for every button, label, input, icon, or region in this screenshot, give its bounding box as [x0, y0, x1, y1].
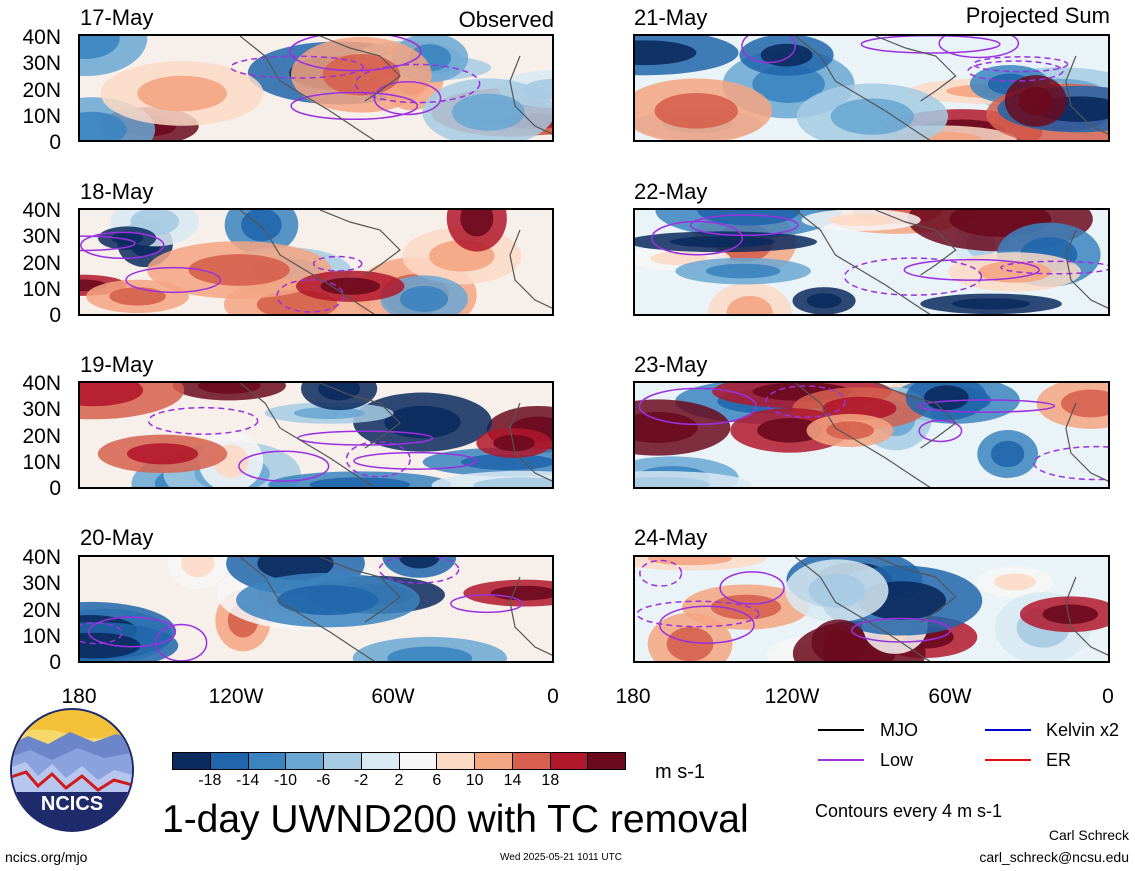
map-area: [78, 208, 554, 316]
footer-email[interactable]: carl_schreck@ncsu.edu: [979, 849, 1129, 865]
map-field: [80, 557, 552, 661]
panel-date: 18-May: [80, 179, 154, 204]
colorbar-cell: [324, 753, 362, 769]
lat-tick: 30N: [22, 52, 61, 75]
colorbar-cell: [173, 753, 211, 769]
lon-tick: 0: [547, 685, 559, 708]
map-field: [635, 383, 1108, 487]
panel-date: 22-May: [634, 179, 708, 204]
map-area: [78, 555, 554, 663]
lat-tick: 10N: [22, 278, 61, 301]
map-field: [635, 36, 1108, 140]
legend-line-er: [985, 759, 1031, 761]
observed-label: Observed: [458, 7, 554, 32]
legend-label-mjo: MJO: [880, 720, 918, 740]
lat-tick: 30N: [22, 572, 61, 595]
lon-tick: 180: [615, 685, 651, 708]
map-area: [78, 381, 554, 489]
map-area: [633, 34, 1110, 142]
footer-url[interactable]: ncics.org/mjo: [5, 849, 88, 865]
colorbar-tick: 6: [432, 772, 442, 789]
panel-date: 23-May: [634, 352, 708, 377]
legend-label-low: Low: [880, 750, 914, 770]
colorbar-cell: [210, 753, 249, 769]
panel-date: 20-May: [80, 525, 154, 550]
panel-date: 19-May: [80, 352, 154, 377]
map-area: [633, 208, 1110, 316]
legend-line-kelvin: [985, 729, 1031, 731]
map-field: [80, 36, 552, 140]
colorbar-tick: -2: [354, 772, 369, 789]
map-field: [635, 210, 1108, 314]
contour-note: Contours every 4 m s-1: [815, 801, 1003, 821]
colorbar-tick: -14: [236, 772, 260, 789]
lat-tick: 40N: [22, 372, 61, 395]
lat-tick: 10N: [22, 625, 61, 648]
colorbar-tick: 18: [541, 772, 560, 789]
colorbar-cell: [512, 753, 551, 769]
lon-tick: 120W: [208, 685, 264, 708]
map-area: [633, 555, 1110, 663]
map-field: [80, 383, 552, 487]
lat-tick: 40N: [22, 546, 61, 569]
lat-tick: 10N: [22, 451, 61, 474]
lon-tick: 180: [61, 685, 97, 708]
colorbar-tick: 2: [394, 772, 404, 789]
lat-tick: 40N: [22, 199, 61, 222]
lat-tick: 30N: [22, 398, 61, 421]
lat-tick: 0: [49, 477, 61, 500]
legend-label-kelvin: Kelvin x2: [1046, 720, 1120, 740]
footer-timestamp: Wed 2025-05-21 1011 UTC: [500, 852, 622, 863]
lat-tick: 20N: [22, 252, 61, 275]
lat-tick: 20N: [22, 599, 61, 622]
lon-tick: 60W: [928, 685, 972, 708]
legend-label-er: ER: [1046, 750, 1072, 770]
lon-tick: 0: [1102, 685, 1114, 708]
panel-date: 21-May: [634, 5, 708, 30]
footer-author: Carl Schreck: [1048, 827, 1129, 843]
logo-text: NCICS: [41, 793, 103, 815]
colorbar-cell: [437, 753, 475, 769]
lon-tick: 120W: [764, 685, 820, 708]
colorbar-cell: [588, 753, 625, 769]
colorbar-tick: 14: [503, 772, 522, 789]
colorbar-cell: [286, 753, 324, 769]
lon-tick: 60W: [371, 685, 415, 708]
main-title: 1-day UWND200 with TC removal: [162, 798, 749, 841]
lat-tick: 0: [49, 131, 61, 154]
colorbar-cell: [361, 753, 400, 769]
colorbar-units: m s-1: [655, 761, 705, 783]
colorbar: [172, 752, 626, 770]
map-area: [633, 381, 1110, 489]
map-field: [635, 557, 1108, 661]
panel-date: 17-May: [80, 5, 154, 30]
projected-sum-label: Projected Sum: [965, 3, 1110, 28]
map-field: [80, 210, 552, 314]
lat-tick: 30N: [22, 225, 61, 248]
lat-tick: 10N: [22, 105, 61, 128]
colorbar-tick: -10: [273, 772, 298, 789]
lat-tick: 0: [49, 651, 61, 674]
lat-tick: 0: [49, 304, 61, 327]
colorbar-cell: [399, 753, 438, 769]
ncics-logo: NCICS: [8, 706, 136, 834]
legend-line-mjo: [818, 729, 864, 731]
lat-tick: 40N: [22, 26, 61, 49]
panel-date: 24-May: [634, 525, 708, 550]
colorbar-cell: [248, 753, 287, 769]
colorbar-cell: [550, 753, 589, 769]
lat-tick: 20N: [22, 425, 61, 448]
colorbar-tick: -18: [198, 772, 222, 789]
colorbar-tick: -6: [316, 772, 331, 789]
legend-line-low: [818, 759, 864, 761]
colorbar-cell: [475, 753, 513, 769]
map-area: [78, 34, 554, 142]
colorbar-tick: 10: [465, 772, 484, 789]
lat-tick: 20N: [22, 79, 61, 102]
